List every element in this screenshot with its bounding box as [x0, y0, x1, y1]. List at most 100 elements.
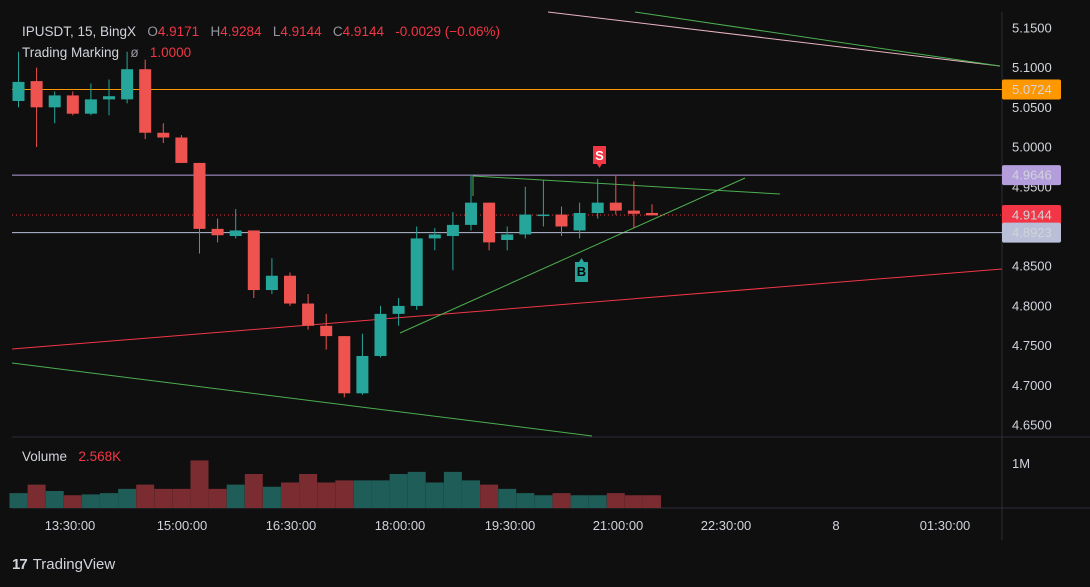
buy-signal-icon[interactable]	[575, 258, 588, 282]
volume-bar	[190, 460, 209, 508]
volume-bar	[262, 486, 281, 508]
candle-body[interactable]	[392, 305, 405, 314]
volume-bar	[643, 495, 661, 508]
trendline-green-resistance[interactable]	[472, 175, 781, 195]
candle-body[interactable]	[12, 81, 25, 101]
trendline-green-rising[interactable]	[399, 177, 746, 334]
high-value: 4.9284	[220, 24, 262, 39]
tradingview-brand[interactable]: 17 TradingView	[12, 556, 115, 573]
candle-body[interactable]	[284, 275, 296, 304]
time-tick-label: 13:30:00	[45, 518, 96, 533]
candle-body[interactable]	[627, 210, 640, 214]
candle-body[interactable]	[193, 162, 206, 229]
symbol-title[interactable]: IPUSDT, 15, BingX	[22, 24, 137, 39]
candle-body[interactable]	[320, 325, 333, 337]
tradingview-logo-icon: 17	[12, 556, 28, 573]
candle-body[interactable]	[591, 202, 604, 213]
volume-bar	[588, 495, 607, 508]
candle-body[interactable]	[66, 95, 79, 114]
candle-body[interactable]	[302, 303, 315, 326]
open-value: 4.9171	[157, 24, 200, 39]
candle-body[interactable]	[428, 234, 441, 239]
price-axis-label: 4.8923	[1012, 225, 1052, 240]
volume-value: 2.568K	[78, 449, 122, 464]
candle-body[interactable]	[374, 313, 387, 356]
volume-bar	[281, 482, 299, 508]
price-tick-label: 5.0000	[1012, 140, 1052, 155]
price-axis-label: 4.9646	[1012, 168, 1052, 183]
price-axis-label-box	[1002, 165, 1061, 186]
volume-legend[interactable]: Volume 2.568K	[22, 449, 121, 464]
volume-bar	[534, 495, 553, 508]
candle-body[interactable]	[410, 238, 423, 306]
indicator-legend[interactable]: Trading Marking ø 1.0000	[22, 45, 191, 60]
volume-label[interactable]: Volume	[22, 449, 68, 464]
candle-body[interactable]	[139, 69, 152, 133]
candle-body[interactable]	[247, 230, 260, 291]
candle-body[interactable]	[265, 275, 278, 291]
volume-bar	[9, 493, 28, 508]
volume-bar	[154, 488, 173, 508]
trendline-green-top[interactable]	[634, 11, 1001, 67]
indicator-value: 1.0000	[149, 45, 192, 60]
price-axis-label-box	[1002, 205, 1061, 226]
candle-body[interactable]	[356, 355, 369, 394]
price-tick-label: 5.1500	[1012, 20, 1052, 35]
change-value: -0.0029 (−0.06%)	[395, 24, 500, 39]
candle-body[interactable]	[501, 234, 514, 240]
volume-bar	[63, 495, 82, 508]
candle-body[interactable]	[103, 96, 115, 100]
candle-body[interactable]	[465, 202, 477, 225]
candle-body[interactable]	[537, 214, 550, 217]
candle-body[interactable]	[48, 95, 61, 108]
candle-body[interactable]	[175, 137, 188, 163]
volume-bar	[570, 495, 589, 508]
close-label: C	[332, 24, 343, 39]
volume-bar	[226, 484, 245, 508]
candle-body[interactable]	[121, 69, 134, 100]
price-tick-label: 4.8500	[1012, 259, 1052, 274]
volume-bar	[552, 493, 571, 508]
candle-body[interactable]	[229, 230, 242, 237]
volume-bar	[335, 480, 354, 508]
candle-body[interactable]	[609, 202, 622, 211]
time-tick-label: 18:00:00	[375, 518, 426, 533]
volume-bar	[45, 491, 64, 508]
volume-bar	[389, 474, 408, 508]
trendline-red[interactable]	[11, 268, 1003, 350]
time-tick-label: 15:00:00	[157, 518, 208, 533]
price-tick-label: 5.1000	[1012, 60, 1052, 75]
sell-signal-icon[interactable]	[593, 146, 606, 168]
candle-body[interactable]	[519, 214, 532, 235]
volume-bar	[81, 494, 100, 508]
indicator-name[interactable]: Trading Marking	[22, 45, 120, 60]
volume-bar	[425, 482, 444, 508]
candle-body[interactable]	[211, 228, 224, 236]
trendline-green-bottom[interactable]	[11, 362, 593, 437]
candle-body[interactable]	[483, 202, 496, 243]
volume-tick-label: 1M	[1012, 456, 1030, 471]
trendline-pink[interactable]	[547, 11, 1001, 67]
high-label: H	[210, 24, 221, 39]
candle-body[interactable]	[646, 212, 658, 216]
candle-body[interactable]	[157, 132, 170, 138]
volume-bar	[317, 482, 336, 508]
candle-body[interactable]	[338, 336, 351, 394]
time-tick-label: 8	[832, 518, 839, 533]
candle-body[interactable]	[555, 214, 568, 227]
volume-bar	[27, 484, 46, 508]
chart-legend-row: IPUSDT, 15, BingX O4.9171 H4.9284 L4.914…	[22, 24, 500, 39]
candle-body[interactable]	[446, 224, 459, 237]
low-label: L	[272, 24, 281, 39]
candle-body[interactable]	[84, 99, 97, 114]
candle-body[interactable]	[30, 81, 43, 108]
price-tick-label: 4.8000	[1012, 298, 1052, 313]
brand-name: TradingView	[32, 556, 116, 573]
volume-bar	[100, 493, 118, 508]
price-tick-label: 5.0500	[1012, 100, 1052, 115]
volume-bar	[136, 484, 155, 508]
volume-bar	[172, 488, 191, 508]
open-label: O	[147, 24, 158, 39]
candle-body[interactable]	[573, 212, 586, 231]
